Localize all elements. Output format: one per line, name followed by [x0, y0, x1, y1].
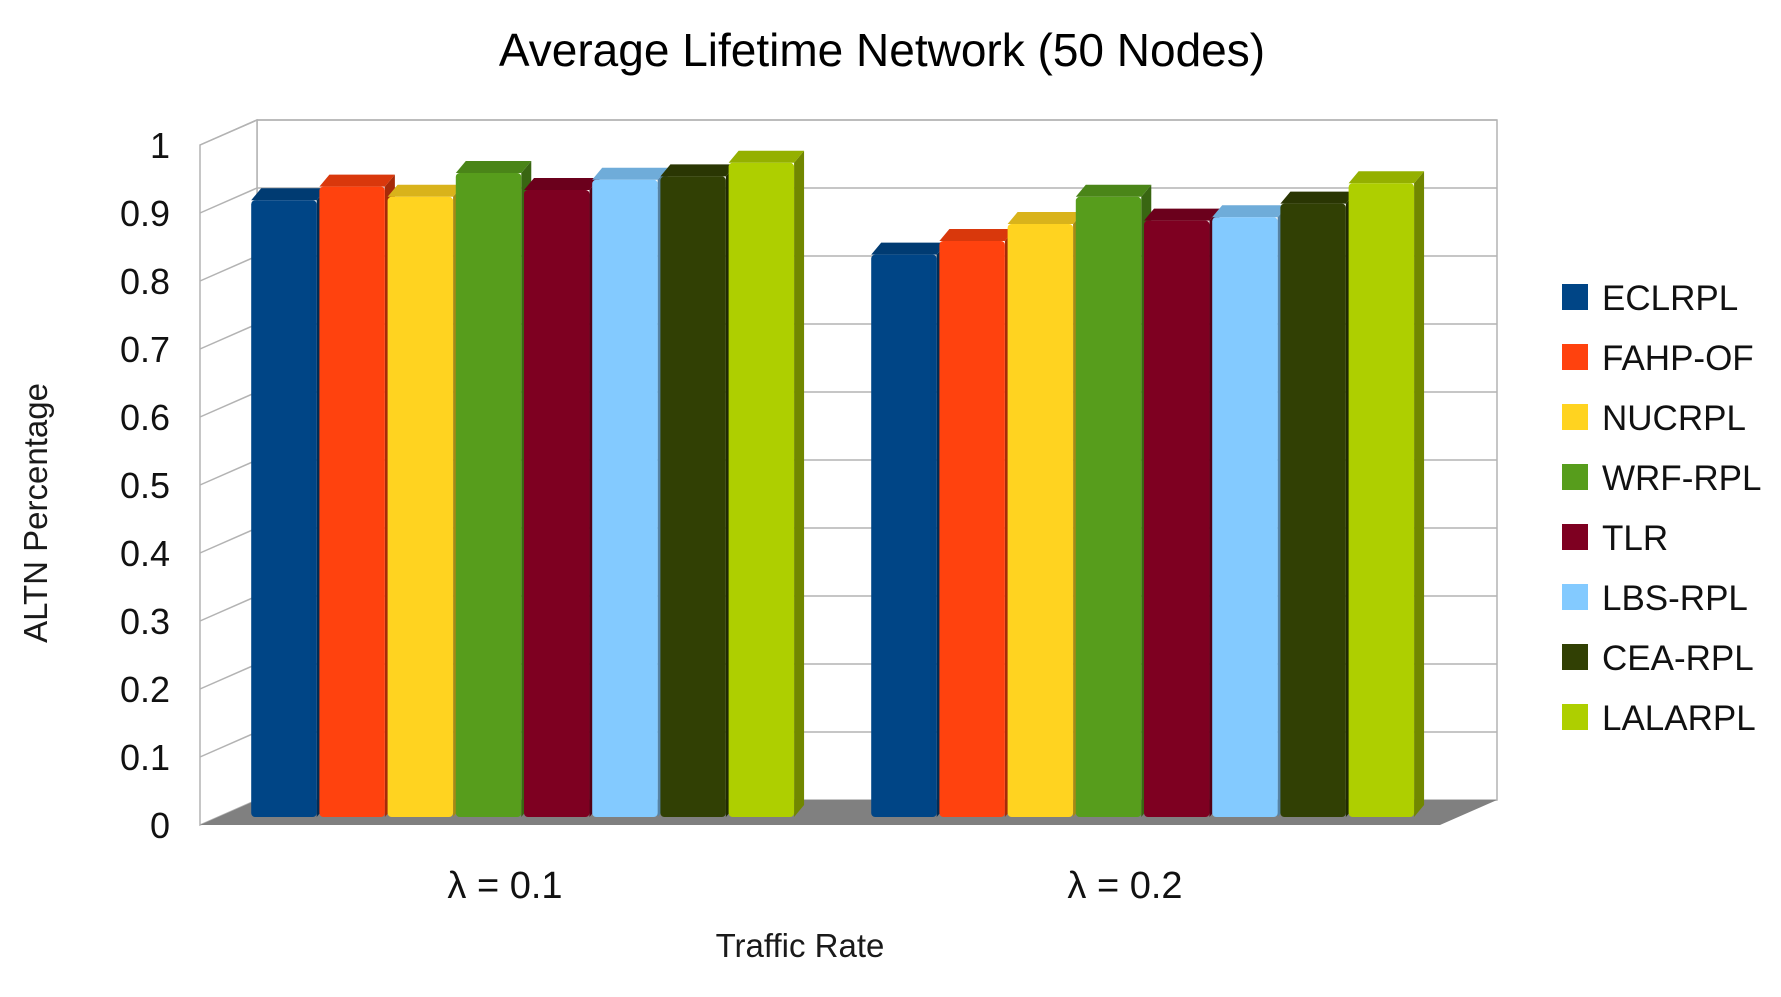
- bar-top: [660, 164, 736, 177]
- x-category-label: λ = 0.2: [1067, 865, 1182, 907]
- bar-front: [1144, 220, 1210, 818]
- y-tick-label: 0.1: [120, 737, 170, 778]
- legend-label: ECLRPL: [1602, 279, 1738, 318]
- legend-label: WRF-RPL: [1602, 459, 1761, 498]
- bar: [1144, 208, 1220, 818]
- legend-item: CEA-RPL: [1562, 639, 1754, 678]
- bar-front: [1075, 196, 1142, 818]
- legend-item: FAHP-OF: [1562, 339, 1754, 378]
- bar-top: [524, 178, 600, 190]
- bar-front: [939, 241, 1005, 817]
- bar-front: [1007, 224, 1074, 817]
- bar: [524, 178, 600, 817]
- bar: [1075, 184, 1152, 818]
- y-tick-label: 0.8: [120, 261, 170, 302]
- legend-item: LALARPL: [1562, 699, 1756, 738]
- y-tick-label: 0.3: [120, 601, 170, 642]
- legend-swatch: [1562, 404, 1588, 430]
- bar-top: [455, 161, 532, 173]
- bar-side: [1414, 171, 1425, 817]
- legend-label: LALARPL: [1602, 699, 1756, 738]
- bar-top: [1075, 184, 1152, 197]
- bar: [455, 161, 532, 817]
- bar-front: [524, 190, 590, 817]
- bar-front: [592, 179, 658, 818]
- legend-item: ECLRPL: [1562, 279, 1738, 318]
- legend-swatch: [1562, 584, 1588, 610]
- y-axis-label: ALTN Percentage: [17, 383, 54, 643]
- x-axis-label: Traffic Rate: [716, 927, 885, 964]
- bar: [1280, 191, 1356, 818]
- legend-label: CEA-RPL: [1602, 639, 1754, 678]
- y-tick-label: 1: [150, 125, 170, 166]
- legend: ECLRPL FAHP-OF NUCRPL WRF-RPL TLR LBS-RPL CEA-…: [1562, 279, 1761, 738]
- bar-top: [1348, 171, 1425, 184]
- bar-top: [319, 174, 395, 187]
- y-tick-label: 0.5: [120, 465, 170, 506]
- y-tick-label: 0.4: [120, 533, 170, 574]
- legend-item: LBS-RPL: [1562, 579, 1748, 618]
- bar-front: [660, 176, 726, 817]
- x-axis-categories: λ = 0.1 λ = 0.2: [447, 865, 1182, 907]
- bar: [660, 164, 736, 817]
- bar-top: [1144, 208, 1220, 221]
- y-tick-label: 0.6: [120, 397, 170, 438]
- bar-top: [1007, 212, 1084, 224]
- legend-label: FAHP-OF: [1602, 339, 1754, 378]
- y-axis-ticks: 0 0.1 0.2 0.3 0.4 0.5 0.6 0.7 0.8 0.9 1: [120, 125, 170, 846]
- bar-top: [592, 167, 668, 180]
- bars: [251, 150, 1425, 818]
- y-tick-label: 0.7: [120, 329, 170, 370]
- bar: [592, 167, 668, 818]
- legend-label: TLR: [1602, 519, 1668, 558]
- bar: [319, 174, 395, 818]
- legend-item: WRF-RPL: [1562, 459, 1761, 498]
- legend-swatch: [1562, 704, 1588, 730]
- bar-top: [1280, 191, 1356, 204]
- bar-front: [1212, 217, 1278, 817]
- gridline: [199, 119, 1497, 146]
- y-tick-label: 0.2: [120, 669, 170, 710]
- legend-item: NUCRPL: [1562, 399, 1746, 438]
- bar: [1007, 212, 1084, 817]
- legend-label: LBS-RPL: [1602, 579, 1748, 618]
- x-category-label: λ = 0.1: [447, 865, 562, 907]
- bar: [1348, 171, 1425, 817]
- bar: [939, 229, 1015, 817]
- bar-front: [455, 173, 522, 817]
- bar: [387, 184, 464, 818]
- y-tick-label: 0: [150, 805, 170, 846]
- bar-top: [251, 188, 327, 201]
- legend-label: NUCRPL: [1602, 399, 1746, 438]
- legend-item: TLR: [1562, 519, 1668, 558]
- bar: [1212, 205, 1288, 817]
- bar-top: [1212, 205, 1288, 218]
- bar-front: [1280, 203, 1346, 818]
- bar-top: [939, 229, 1015, 241]
- legend-swatch: [1562, 284, 1588, 310]
- bar-side: [794, 150, 805, 818]
- bar-front: [871, 254, 937, 818]
- bar-front: [1348, 183, 1415, 817]
- bar-front: [251, 200, 317, 817]
- bar-top: [871, 242, 947, 255]
- bar-front: [319, 186, 385, 818]
- bar-front: [387, 196, 454, 818]
- y-tick-label: 0.9: [120, 193, 170, 234]
- chart-title: Average Lifetime Network (50 Nodes): [499, 24, 1265, 76]
- legend-swatch: [1562, 644, 1588, 670]
- bar: [251, 188, 327, 817]
- legend-swatch: [1562, 524, 1588, 550]
- bar: [871, 242, 947, 818]
- bar-top: [387, 184, 464, 197]
- bar: [728, 150, 805, 818]
- legend-swatch: [1562, 464, 1588, 490]
- bar-front: [728, 162, 795, 818]
- legend-swatch: [1562, 344, 1588, 370]
- bar-top: [728, 150, 805, 163]
